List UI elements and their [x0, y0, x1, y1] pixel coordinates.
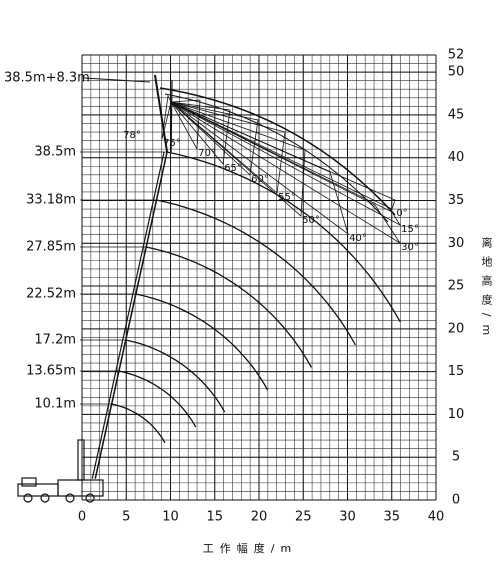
x-tick-label: 40	[428, 510, 445, 525]
jib-position	[170, 101, 402, 227]
boom-length-label: 33.18m	[26, 193, 76, 208]
jib-position	[169, 101, 259, 176]
x-tick-label: 10	[162, 510, 179, 525]
jib-position	[170, 99, 201, 151]
y-tick-label: 50	[448, 65, 465, 80]
jib-angle-label: 55°	[278, 192, 296, 203]
boom-range-curve	[146, 246, 313, 368]
boom-length-label: 22.52m	[26, 287, 76, 302]
boom-length-label: 17.2m	[34, 333, 76, 348]
y-tick-label: 40	[448, 150, 465, 165]
y-tick-label: 45	[448, 107, 465, 122]
y-tick-label: 20	[448, 321, 465, 336]
boom	[91, 151, 165, 479]
boom-length-label: 38.5m+8.3m	[4, 71, 90, 86]
y-tick-label: 30	[448, 236, 465, 251]
boom-range-curve	[166, 151, 401, 323]
jib-envelope	[164, 93, 389, 223]
jib-angle-label: 78°	[123, 130, 141, 141]
y-tick-label: 52	[448, 48, 465, 63]
y-tick-label: 5	[452, 450, 460, 465]
x-tick-label: 5	[122, 510, 130, 525]
boom-range-curve	[135, 293, 269, 391]
jib-angle-label: 70°	[198, 148, 216, 159]
boom-range-curve	[156, 199, 356, 346]
y-tick-label: 25	[448, 279, 465, 294]
boom-length-label: 10.1m	[34, 397, 76, 412]
y-tick-label: 35	[448, 193, 465, 208]
x-tick-label: 0	[78, 510, 86, 525]
jib-envelope	[159, 87, 396, 216]
boom-range-curve	[111, 403, 166, 444]
jib-angle-label: 50°	[302, 215, 320, 226]
boom-length-label: 38.5m	[34, 145, 76, 160]
x-axis-label: 工作幅度/m	[203, 541, 297, 555]
jib	[170, 79, 173, 153]
boom-length-label: 27.85m	[26, 240, 76, 255]
boom	[94, 151, 168, 479]
jib-position	[170, 101, 231, 165]
x-tick-label: 20	[251, 510, 268, 525]
y-tick-label: 0	[452, 493, 460, 508]
jib-position	[170, 101, 286, 194]
boom-range-curve	[118, 370, 197, 428]
x-tick-label: 15	[206, 510, 223, 525]
jib-angle-label: 0°	[396, 208, 407, 219]
jib-position	[170, 101, 396, 210]
jib-angle-label: 75°	[163, 138, 181, 149]
jib-angle-label: 40°	[349, 233, 367, 244]
x-tick-label: 30	[339, 510, 356, 525]
jib-angle-label: 65°	[224, 163, 242, 174]
x-tick-label: 25	[295, 510, 312, 525]
y-tick-label: 10	[448, 407, 465, 422]
x-tick-label: 35	[383, 510, 400, 525]
leader	[83, 77, 151, 83]
jib-position	[170, 101, 401, 244]
jib	[154, 74, 169, 153]
y-tick-label: 15	[448, 364, 465, 379]
truck	[17, 439, 104, 503]
jib-angle-label: 30°	[401, 242, 419, 253]
jib-angle-label: 15°	[401, 224, 419, 235]
jib-position	[161, 94, 172, 140]
y-axis-label: 离地高度/m	[480, 235, 493, 343]
boom-length-label: 13.65m	[26, 364, 76, 379]
boom-range-curve	[125, 339, 226, 413]
